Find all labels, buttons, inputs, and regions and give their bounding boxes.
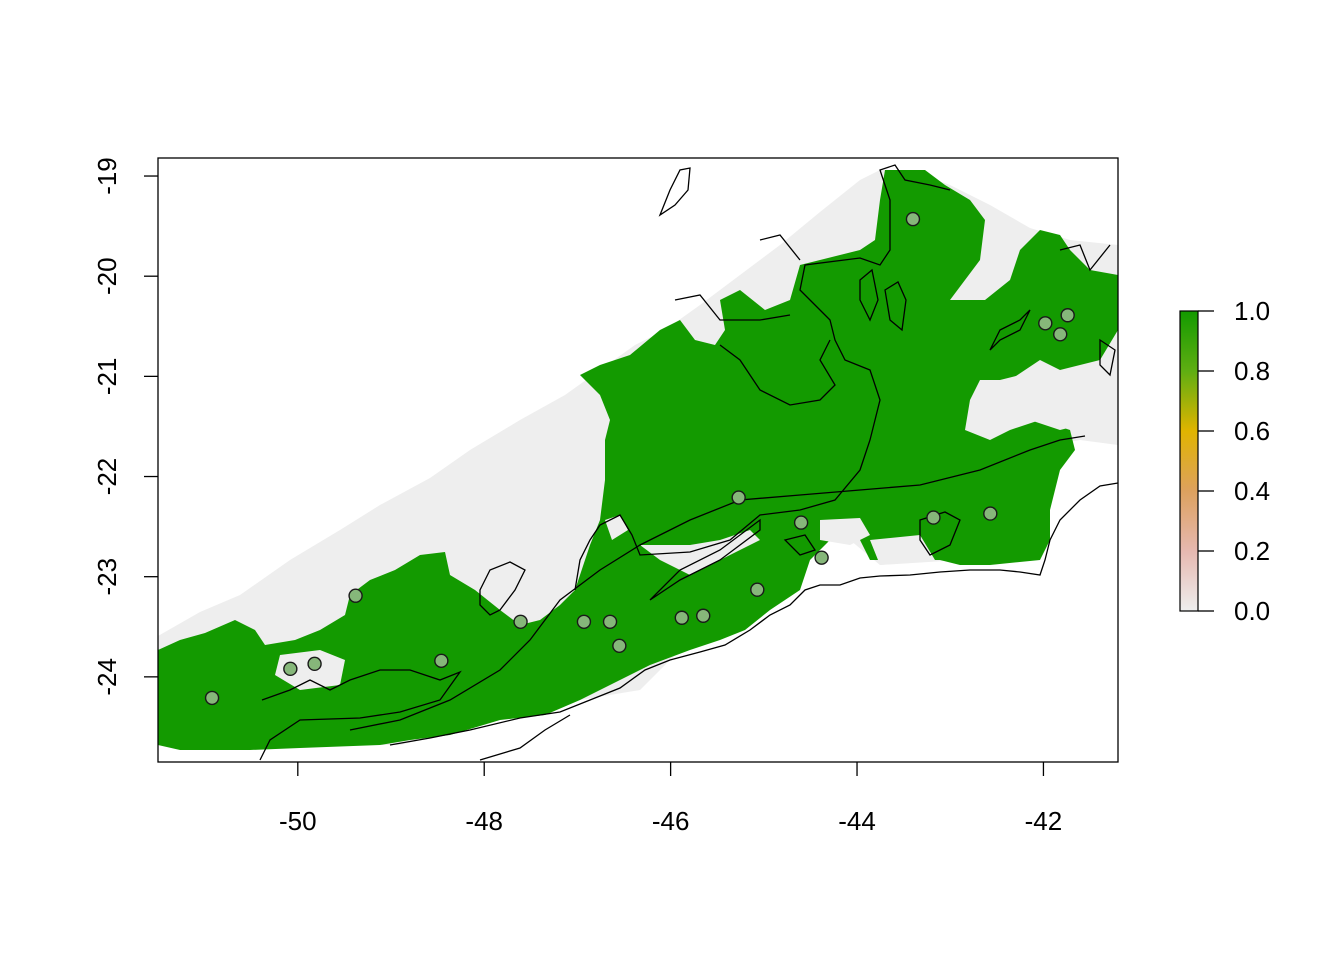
occurrence-point bbox=[1060, 308, 1075, 323]
state-border bbox=[759, 234, 801, 261]
occurrence-point bbox=[1053, 327, 1068, 342]
occurrence-point bbox=[983, 506, 998, 521]
state-border bbox=[783, 534, 817, 556]
lagoon bbox=[859, 268, 879, 322]
legend-tick-label: 0.6 bbox=[1234, 416, 1270, 446]
legend-tick-label: 0.0 bbox=[1234, 596, 1270, 626]
coastline bbox=[389, 482, 1119, 746]
occurrence-point bbox=[750, 582, 765, 597]
state-border bbox=[574, 164, 951, 591]
x-tick-label: -50 bbox=[279, 806, 317, 836]
y-tick-label: -22 bbox=[92, 458, 122, 496]
x-tick-label: -46 bbox=[652, 806, 690, 836]
occurrence-point bbox=[513, 614, 528, 629]
raster-unsuitable-patch bbox=[275, 650, 345, 690]
raster-layer bbox=[158, 170, 1118, 750]
occurrence-point bbox=[602, 614, 618, 629]
occurrence-point bbox=[926, 510, 941, 525]
occurrence-point bbox=[731, 490, 746, 505]
occurrence-point bbox=[905, 211, 921, 227]
occurrence-point bbox=[204, 690, 220, 706]
y-tick-label: -21 bbox=[92, 358, 122, 396]
y-tick-label: -20 bbox=[92, 257, 122, 295]
occurrence-point bbox=[793, 515, 809, 530]
legend-color-bar bbox=[1179, 310, 1199, 612]
x-axis: -50 -48 -46 -44 -42 bbox=[279, 762, 1062, 836]
boundary-layer bbox=[259, 164, 1119, 761]
occurrence-point bbox=[283, 661, 298, 677]
lagoon bbox=[884, 281, 907, 332]
raster-unsuitable-patch bbox=[480, 512, 500, 525]
occurrence-point bbox=[576, 614, 592, 629]
x-tick-label: -48 bbox=[465, 806, 503, 836]
y-tick-label: -23 bbox=[92, 558, 122, 596]
raster-unsuitable-patch bbox=[870, 535, 935, 565]
state-border bbox=[259, 669, 462, 761]
raster-suitable-region bbox=[158, 170, 1118, 750]
color-legend: 0.0 0.2 0.4 0.6 0.8 1.0 bbox=[1179, 296, 1270, 626]
occurrence-point bbox=[674, 610, 690, 625]
raster-unsuitable-patch bbox=[820, 518, 870, 545]
x-tick-label: -44 bbox=[838, 806, 876, 836]
occurrence-point bbox=[348, 588, 363, 603]
legend-tick-label: 0.4 bbox=[1234, 476, 1270, 506]
legend-tick-label: 0.8 bbox=[1234, 356, 1270, 386]
x-tick-label: -42 bbox=[1025, 806, 1063, 836]
occurrence-point bbox=[612, 638, 627, 654]
y-axis: -19 -20 -21 -22 -23 -24 bbox=[92, 157, 158, 696]
plot-frame bbox=[157, 157, 1119, 763]
y-tick-label: -24 bbox=[92, 658, 122, 696]
coastline-south bbox=[479, 714, 571, 761]
island bbox=[658, 167, 691, 217]
raster-unsuitable-patch bbox=[605, 515, 628, 540]
occurrence-point bbox=[1038, 316, 1053, 331]
occurrence-point bbox=[434, 653, 449, 669]
state-border bbox=[349, 435, 1086, 731]
state-border bbox=[674, 294, 791, 321]
raster-unsuitable-patch bbox=[1000, 370, 1100, 430]
legend-tick-label: 0.2 bbox=[1234, 536, 1270, 566]
state-border bbox=[989, 309, 1031, 351]
state-border bbox=[649, 518, 761, 601]
occurrence-point bbox=[307, 656, 322, 672]
occurrence-point bbox=[814, 550, 829, 565]
state-border bbox=[919, 511, 961, 556]
y-tick-label: -19 bbox=[92, 157, 122, 195]
raster-unsuitable-patch bbox=[640, 530, 760, 575]
legend-tick-label: 1.0 bbox=[1234, 296, 1270, 326]
state-border bbox=[1059, 244, 1111, 272]
state-border bbox=[479, 561, 526, 616]
occurrence-points bbox=[204, 211, 1075, 706]
state-border bbox=[1099, 338, 1116, 377]
legend-ticks: 0.0 0.2 0.4 0.6 0.8 1.0 bbox=[1198, 296, 1270, 626]
state-border bbox=[719, 339, 836, 406]
occurrence-point bbox=[696, 608, 711, 623]
